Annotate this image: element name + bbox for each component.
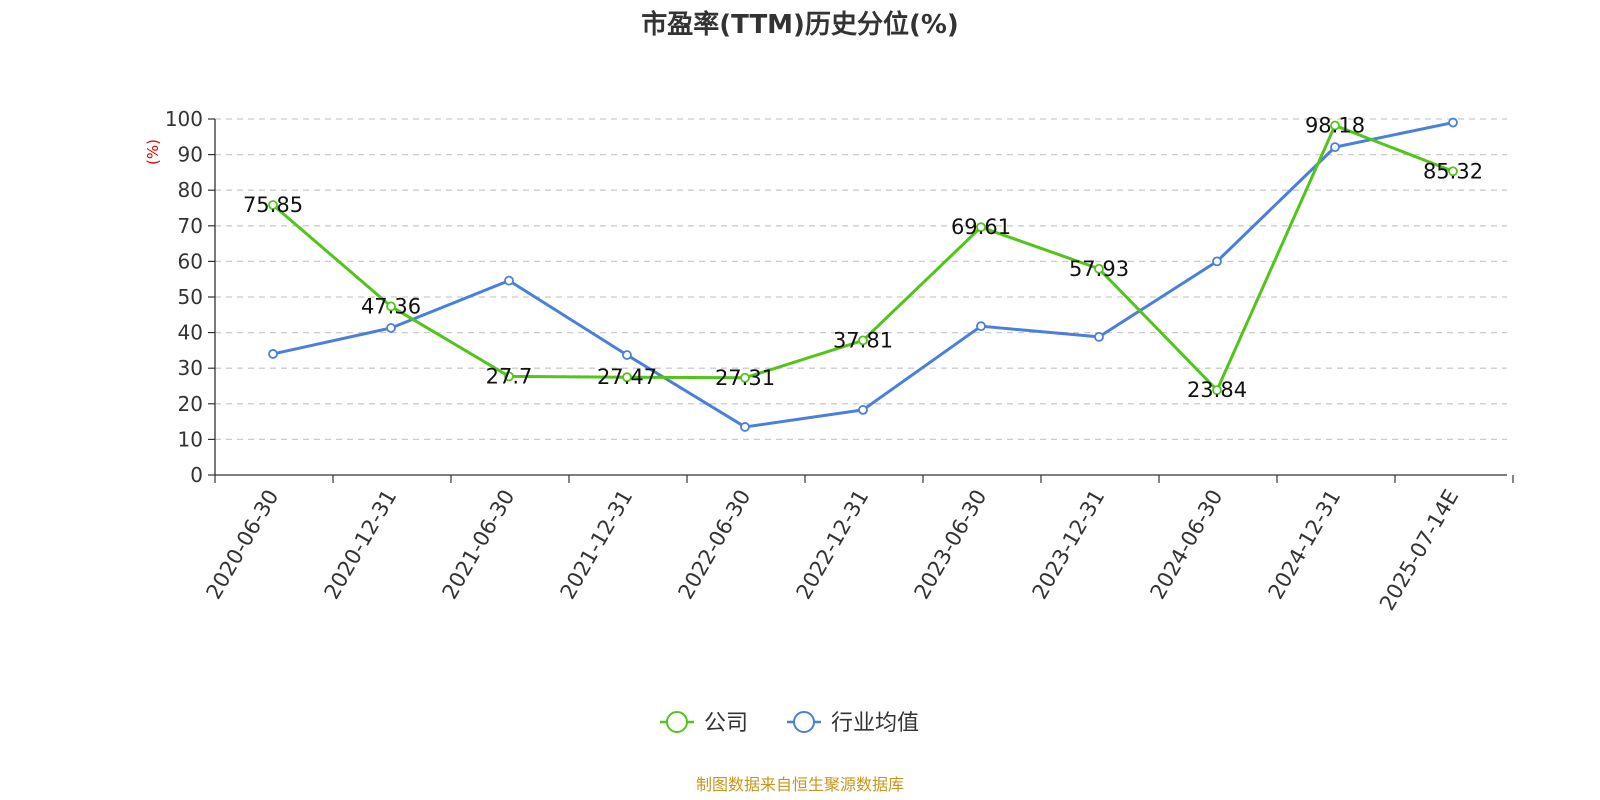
data-point[interactable]: [622, 350, 632, 360]
data-point[interactable]: [504, 371, 514, 382]
x-tick-label: 2025-07-14E: [1375, 486, 1463, 615]
legend-item-0[interactable]: 公司: [660, 711, 748, 736]
data-point[interactable]: [1212, 385, 1222, 396]
data-label: 57.93: [1069, 257, 1129, 281]
y-tick-label: 90: [178, 143, 203, 167]
series-line-1: [272, 121, 1454, 429]
chart-title: 市盈率(TTM)历史分位(%): [641, 9, 959, 40]
data-point[interactable]: [1448, 166, 1458, 177]
data-label: 27.47: [597, 365, 657, 389]
y-tick-label: 70: [178, 214, 203, 238]
legend-marker: [793, 711, 815, 733]
x-tick-label: 2020-06-30: [202, 486, 284, 604]
data-point[interactable]: [1330, 142, 1340, 153]
y-tick-label: 10: [178, 427, 203, 451]
y-tick-label: 20: [178, 392, 203, 416]
data-label: 47.36: [361, 294, 421, 318]
data-point[interactable]: [1330, 120, 1340, 131]
x-tick-label: 2022-12-31: [792, 486, 874, 604]
data-label: 75.85: [243, 193, 303, 217]
data-label: 85.32: [1423, 159, 1483, 183]
data-point[interactable]: [268, 200, 278, 210]
x-tick-label: 2022-06-30: [674, 486, 756, 604]
series-layer: [268, 117, 1458, 432]
y-tick-label: 100: [165, 107, 203, 131]
data-point[interactable]: [858, 404, 868, 415]
x-tick-label: 2024-12-31: [1264, 486, 1346, 604]
legend[interactable]: 公司 行业均值: [660, 711, 919, 736]
y-tick-label: 60: [178, 249, 203, 273]
data-point[interactable]: [386, 323, 396, 333]
y-axis-label: (%): [144, 139, 162, 165]
data-point[interactable]: [622, 372, 632, 383]
y-axis: 0 10 20 30 40 50 60 70 80 90 100: [165, 107, 216, 487]
data-label: 27.7: [486, 364, 533, 388]
y-tick-label: 0: [190, 463, 203, 487]
data-label: 69.61: [951, 215, 1011, 239]
data-point[interactable]: [1212, 256, 1222, 267]
x-tick-label: 2021-12-31: [556, 486, 638, 604]
x-tick-label: 2023-06-30: [910, 486, 992, 604]
data-point[interactable]: [1448, 117, 1458, 128]
data-point[interactable]: [976, 222, 986, 233]
legend-marker: [666, 711, 688, 733]
x-axis: 2020-06-30 2020-12-31 2021-06-30 2021-12-31…: [202, 474, 1514, 615]
data-label: 98.18: [1305, 113, 1365, 137]
data-point[interactable]: [976, 321, 986, 332]
data-point[interactable]: [386, 301, 396, 312]
legend-item-1[interactable]: 行业均值: [787, 711, 919, 736]
source-note: 制图数据来自恒生聚源数据库: [696, 775, 904, 794]
x-tick-label: 2024-06-30: [1146, 486, 1228, 604]
data-label: 37.81: [833, 328, 893, 352]
data-label: 27.31: [715, 366, 775, 390]
legend-label: 行业均值: [831, 711, 919, 736]
y-tick-label: 40: [178, 321, 203, 345]
data-point[interactable]: [268, 349, 278, 359]
data-point[interactable]: [740, 422, 750, 432]
data-point[interactable]: [740, 372, 750, 383]
data-label: 23.84: [1187, 378, 1247, 402]
x-tick-label: 2021-06-30: [438, 486, 520, 604]
y-tick-label: 30: [178, 356, 203, 380]
y-tick-label: 80: [178, 178, 203, 202]
y-tick-label: 50: [178, 285, 203, 309]
x-tick-label: 2023-12-31: [1028, 486, 1110, 604]
data-point[interactable]: [1094, 331, 1104, 342]
data-point[interactable]: [858, 335, 868, 346]
data-labels: 75.85 47.36 27.7 27.47 27.31 37.81 69.61 57.93 2…: [243, 113, 1483, 402]
data-point[interactable]: [504, 275, 514, 286]
data-point[interactable]: [1094, 263, 1104, 274]
legend-label: 公司: [704, 711, 748, 736]
x-tick-label: 2020-12-31: [320, 486, 402, 604]
